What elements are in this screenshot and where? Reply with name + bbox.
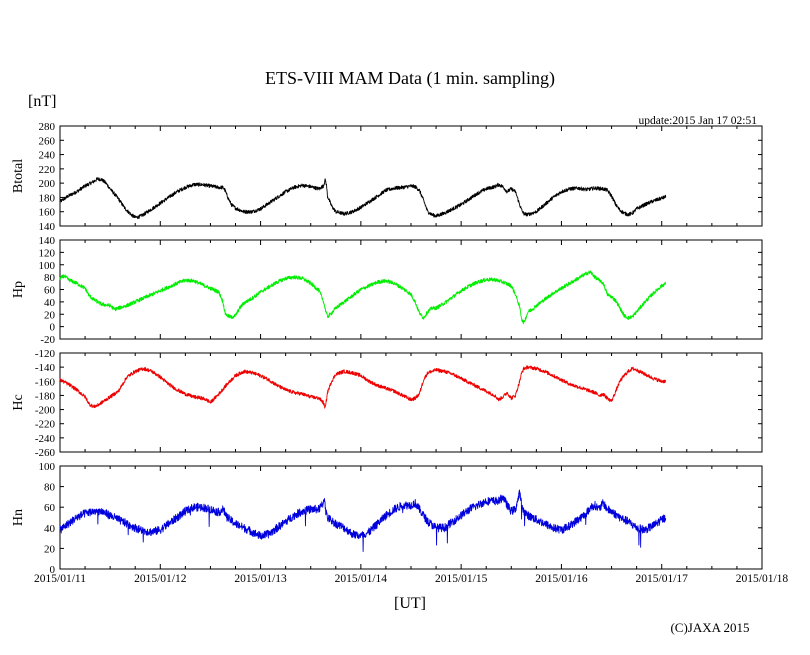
y-tick-label: -200 xyxy=(35,405,56,417)
y-tick-label: 80 xyxy=(44,482,56,494)
y-tick-label: 60 xyxy=(44,502,56,514)
y-axis-label-btotal: Btotal xyxy=(11,159,26,193)
series-line-hp xyxy=(59,270,666,325)
y-tick-label: 220 xyxy=(39,164,56,176)
x-tick-label: 2015/01/11 xyxy=(34,573,86,585)
y-tick-label: 180 xyxy=(39,192,56,204)
copyright-text: (C)JAXA 2015 xyxy=(670,620,749,635)
y-axis-label-hc: Hc xyxy=(11,394,26,410)
chart-title: ETS-VIII MAM Data (1 min. sampling) xyxy=(265,68,555,89)
y-tick-label: 0 xyxy=(50,322,56,334)
y-tick-label: 260 xyxy=(39,135,56,147)
y-axis-label-hn: Hn xyxy=(11,509,26,526)
y-tick-label: -240 xyxy=(35,433,56,445)
y-tick-label: -140 xyxy=(35,362,56,374)
chart-panels: 140160180200220240260280Btotal-200204060… xyxy=(11,121,763,576)
y-tick-label: 100 xyxy=(39,461,56,473)
y-tick-label: 240 xyxy=(39,150,56,162)
y-tick-label: 80 xyxy=(44,272,56,284)
y-tick-label: 40 xyxy=(44,523,56,535)
y-tick-label: -120 xyxy=(35,348,56,360)
panel-frame xyxy=(59,125,763,227)
y-tick-label: -20 xyxy=(40,334,55,346)
unit-label: [nT] xyxy=(28,93,56,110)
y-tick-label: 0 xyxy=(50,564,56,576)
y-tick-label: -260 xyxy=(35,447,56,459)
y-tick-label: 40 xyxy=(44,297,56,309)
y-tick-label: 160 xyxy=(39,207,56,219)
y-axis-label-hp: Hp xyxy=(11,281,26,298)
y-tick-label: 20 xyxy=(44,543,56,555)
x-axis-label: [UT] xyxy=(394,595,426,612)
x-tick-label: 2015/01/12 xyxy=(134,573,187,585)
panel-hn: 0 20 40 60 80 100 Hn xyxy=(11,461,763,576)
y-tick-label: -160 xyxy=(35,376,56,388)
panel-btotal: 140 160 180 200 220 240 260 280 Btotal xyxy=(11,121,763,233)
series-line-btotal xyxy=(59,177,667,220)
y-tick-label: 140 xyxy=(39,235,56,247)
y-tick-label: 100 xyxy=(39,260,56,272)
x-tick-label: 2015/01/18 xyxy=(736,573,789,585)
y-tick-label: 280 xyxy=(39,121,56,133)
panel-frame xyxy=(59,465,763,570)
x-tick-label: 2015/01/13 xyxy=(234,573,287,585)
y-tick-label: 120 xyxy=(39,247,56,259)
series-line-hc xyxy=(59,365,667,409)
y-tick-label: 140 xyxy=(39,221,56,233)
y-tick-label: 200 xyxy=(39,178,56,190)
y-tick-label: 20 xyxy=(44,309,56,321)
y-tick-label: -180 xyxy=(35,390,56,402)
y-tick-label: 60 xyxy=(44,285,56,297)
x-axis-tick-labels: 2015/01/11 2015/01/12 2015/01/13 2015/01/14… xyxy=(34,573,788,585)
series-line-hn xyxy=(59,489,667,552)
x-tick-label: 2015/01/17 xyxy=(636,573,689,585)
panel-hc: -260 -240 -220 -200 -180 -160 -140 -120 Hc xyxy=(11,348,763,459)
panel-frame xyxy=(59,352,763,453)
x-tick-label: 2015/01/14 xyxy=(335,573,388,585)
x-tick-label: 2015/01/16 xyxy=(535,573,588,585)
y-tick-label: -220 xyxy=(35,419,56,431)
x-tick-label: 2015/01/15 xyxy=(435,573,488,585)
update-timestamp: update:2015 Jan 17 02:51 xyxy=(639,115,758,127)
